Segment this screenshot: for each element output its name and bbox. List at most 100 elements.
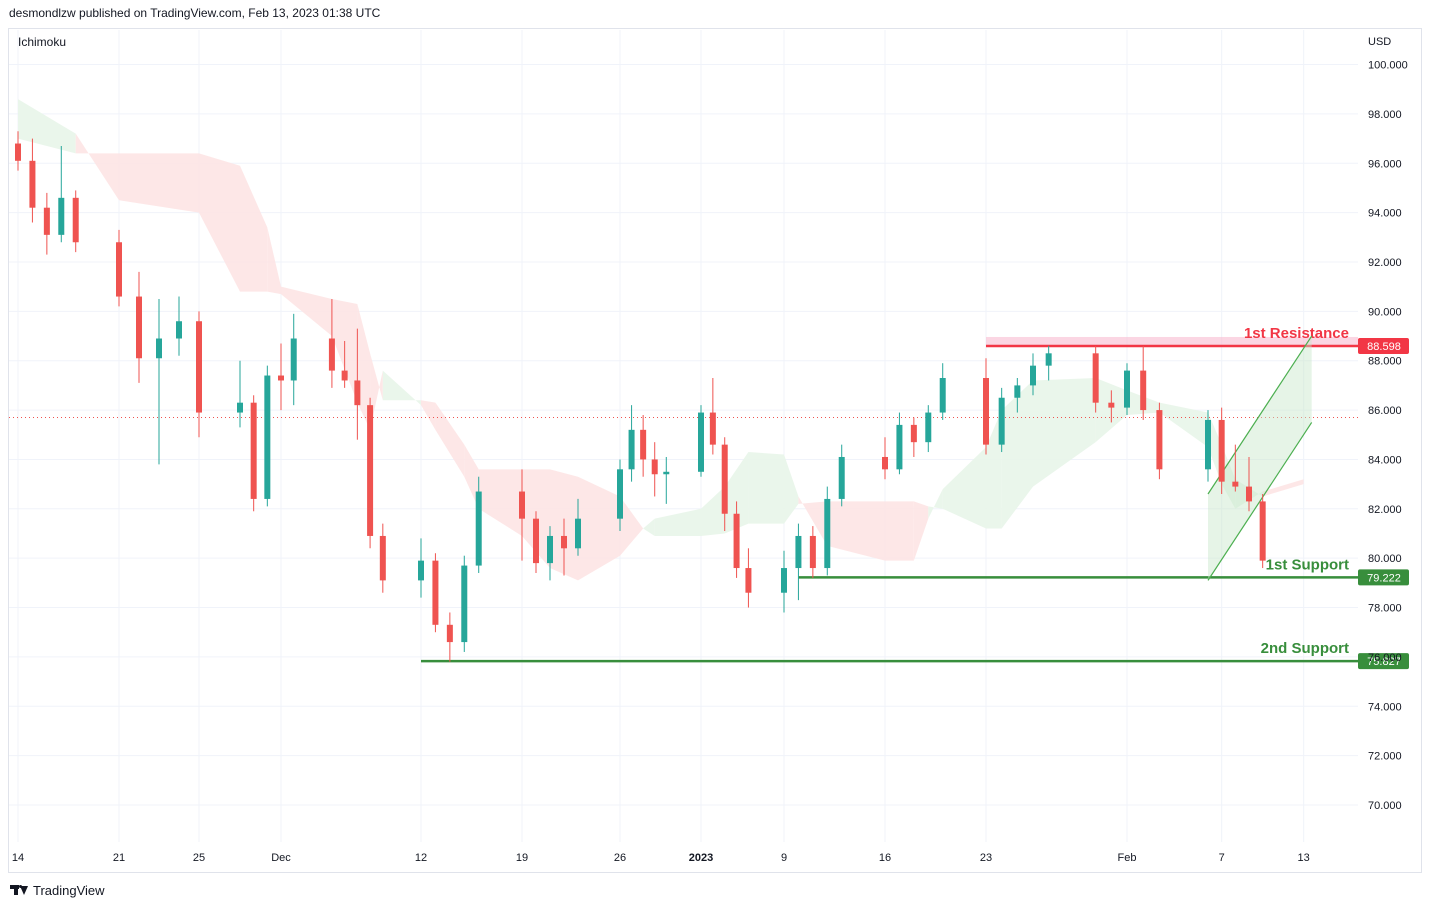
channel-upper-line <box>1207 335 1313 495</box>
candle <box>328 299 335 388</box>
candle-body <box>882 456 888 470</box>
indicator-label: Ichimoku <box>18 35 66 49</box>
candle <box>1205 410 1211 482</box>
candle <box>910 417 917 457</box>
candle-body <box>824 498 831 569</box>
cloud-segment <box>798 496 828 546</box>
candle-body <box>547 535 553 564</box>
candle <box>1232 444 1239 492</box>
candle-body <box>418 560 424 581</box>
tradingview-logo-icon <box>10 884 28 896</box>
candle <box>733 501 740 578</box>
candle-body <box>475 491 482 566</box>
candle-body <box>1218 419 1225 482</box>
cloud-segment <box>435 402 465 477</box>
cloud-segment <box>986 410 1002 529</box>
candle <box>196 311 202 438</box>
y-tick-label: 90.000 <box>1368 306 1402 318</box>
candle-body <box>196 321 202 413</box>
candle-body <box>533 518 539 564</box>
candle-body <box>1014 385 1021 398</box>
x-tick-label: 14 <box>12 852 24 864</box>
footer[interactable]: TradingView <box>10 880 105 900</box>
x-tick-label: 26 <box>614 852 626 864</box>
cloud-segment <box>654 508 701 536</box>
cloud-segment <box>119 153 199 213</box>
candle-body <box>983 378 989 445</box>
candle-body <box>809 535 816 569</box>
candle <box>354 328 361 440</box>
y-tick-label: 80.000 <box>1368 553 1402 565</box>
candle-body <box>328 338 335 371</box>
y-tick-label: 76.000 <box>1368 652 1402 664</box>
candle <box>628 405 635 482</box>
candle <box>1030 353 1036 396</box>
cloud-segment <box>701 486 725 536</box>
x-tick-label: 12 <box>415 852 427 864</box>
candle <box>264 365 271 507</box>
candles <box>15 131 1266 662</box>
candle-body <box>663 471 670 475</box>
y-tick-label: 82.000 <box>1368 504 1402 516</box>
x-tick-label: 2023 <box>689 852 713 864</box>
x-tick-label: Dec <box>271 852 291 864</box>
level-price-tag <box>1358 337 1409 354</box>
candle <box>250 395 257 512</box>
cloud-segment <box>827 501 885 561</box>
candle <box>838 444 845 507</box>
candle-body <box>136 296 142 359</box>
candle-body <box>998 397 1005 445</box>
candle-body <box>651 459 658 475</box>
candle-body <box>15 143 21 161</box>
cloud-segment <box>1159 402 1208 448</box>
channel-fill <box>1208 336 1312 581</box>
candle <box>1140 345 1147 420</box>
candle <box>983 358 989 455</box>
candle-body <box>1156 410 1163 470</box>
candle <box>640 415 647 477</box>
cloud-segment <box>281 286 332 337</box>
candle-body <box>1045 353 1052 366</box>
candle <box>547 526 553 581</box>
candle-body <box>156 338 162 359</box>
candle <box>432 553 439 633</box>
candle-body <box>733 513 740 569</box>
currency-label: USD <box>1368 36 1391 48</box>
x-tick-label: 13 <box>1298 852 1310 864</box>
candle <box>367 397 374 549</box>
resistance-zone <box>986 336 1358 346</box>
candle <box>698 405 704 477</box>
candle <box>882 437 888 480</box>
cloud-segment <box>1033 378 1096 487</box>
candle <box>533 511 539 573</box>
candle-body <box>698 412 704 472</box>
cloud-segment <box>478 469 522 536</box>
candle <box>1218 407 1225 494</box>
y-tick-label: 78.000 <box>1368 603 1402 615</box>
candle <box>116 229 122 307</box>
x-tick-label: 16 <box>879 852 891 864</box>
candle-body <box>1092 353 1099 403</box>
candle <box>575 498 581 556</box>
candle-body <box>896 424 903 470</box>
candle <box>561 518 567 576</box>
level-price-label: 75.827 <box>1367 656 1401 668</box>
candle-body <box>290 338 297 381</box>
candle <box>1259 494 1266 569</box>
level-price-label: 88.598 <box>1367 341 1401 353</box>
y-tick-label: 70.000 <box>1368 800 1402 812</box>
candle <box>475 476 482 573</box>
cloud-segment <box>578 476 620 581</box>
candle-body <box>379 535 386 581</box>
candle-body <box>43 207 50 235</box>
candle-body <box>264 375 271 499</box>
cloud-segment <box>620 496 644 556</box>
candle-body <box>709 412 716 445</box>
candle <box>998 387 1005 453</box>
candle-body <box>1140 370 1147 411</box>
candle <box>745 548 752 608</box>
cloud-segment <box>748 452 784 524</box>
chart-pane[interactable] <box>8 28 1422 873</box>
candle <box>290 313 297 406</box>
